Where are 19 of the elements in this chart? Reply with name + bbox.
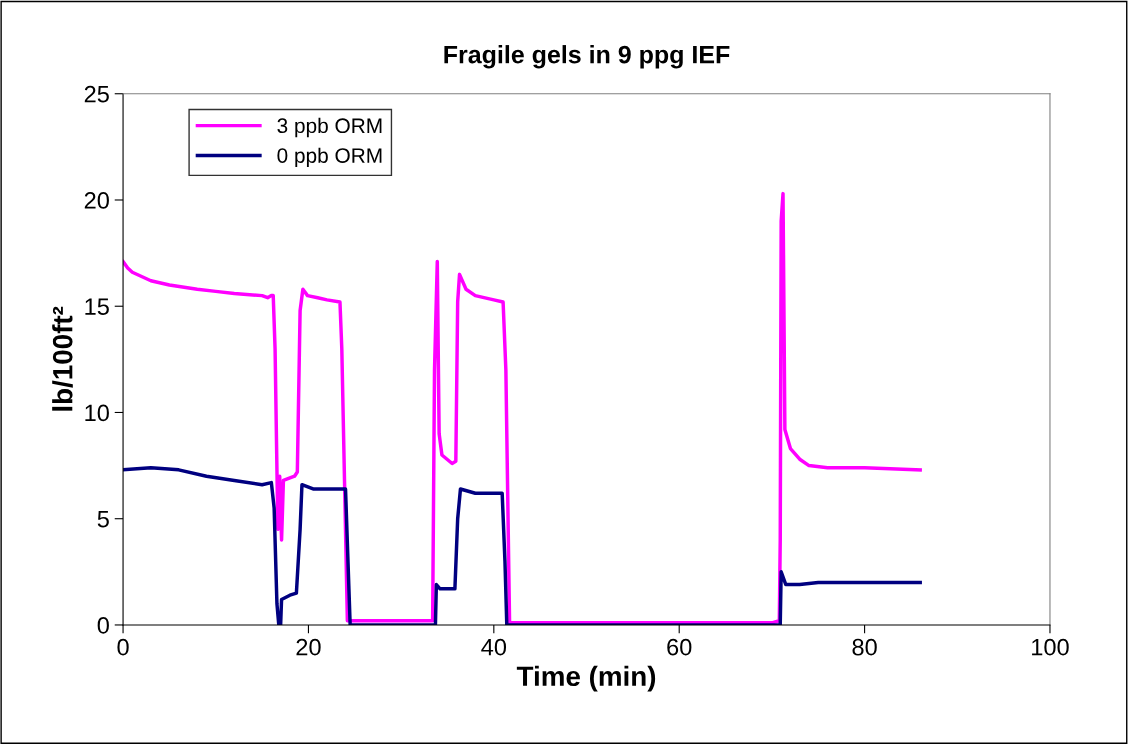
y-tick-label: 20	[84, 192, 109, 209]
line-series	[123, 191, 922, 625]
y-tick-label: 10	[85, 404, 109, 422]
line-series	[123, 465, 922, 625]
x-axis-title: Time (min)	[516, 665, 656, 692]
x-tick-label: 100	[1032, 638, 1069, 656]
legend-label: 3 ppb ORM	[277, 117, 382, 138]
y-tick-label: 5	[97, 511, 109, 528]
x-tick-label: 20	[296, 638, 321, 656]
chart-title: Fragile gels in 9 ppg IEF	[444, 45, 730, 69]
y-tick-label: 15	[85, 298, 109, 316]
x-tick-label: 40	[481, 638, 507, 656]
y-axis-title: lb/100ft²	[52, 306, 73, 411]
y-tick-label: 0	[97, 617, 109, 634]
x-tick-label: 60	[667, 638, 692, 656]
y-tick-label: 25	[84, 85, 109, 103]
x-tick-label: 0	[117, 638, 129, 656]
x-tick-label: 80	[852, 638, 877, 656]
legend-label: 0 ppb ORM	[277, 147, 382, 168]
